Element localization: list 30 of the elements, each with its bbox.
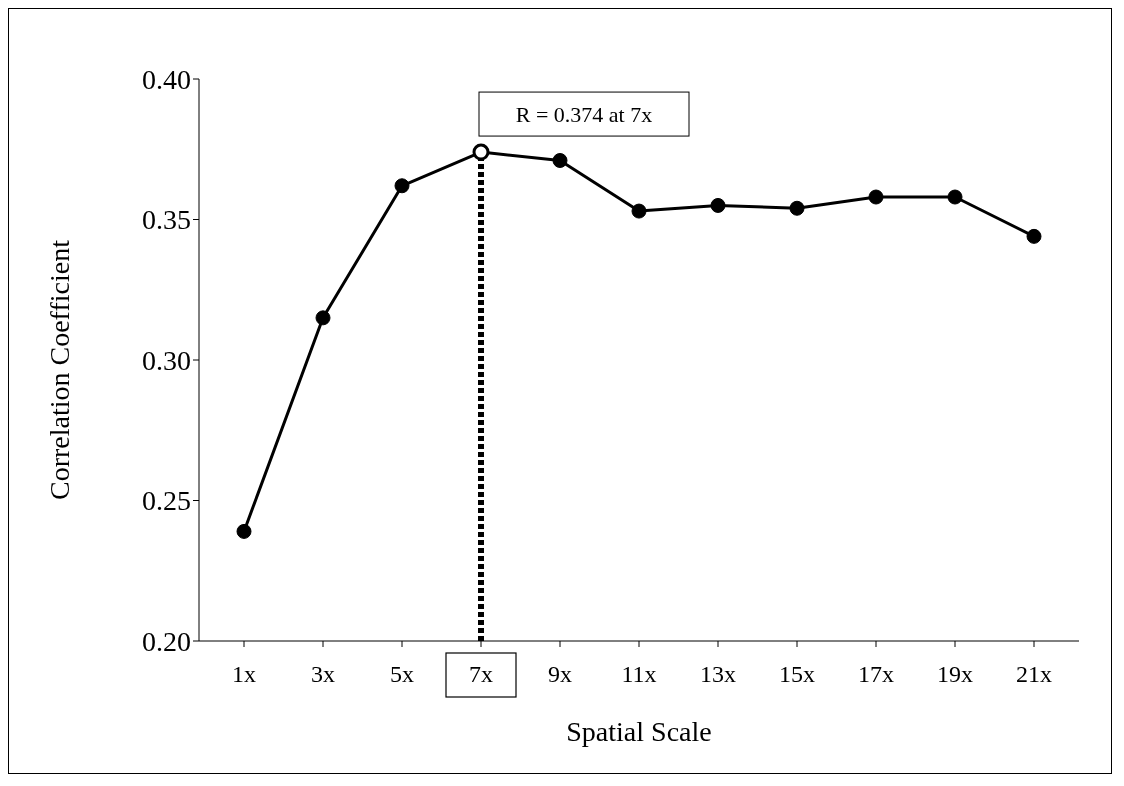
x-tick-label: 3x <box>311 661 335 687</box>
y-tick-label: 0.25 <box>142 485 191 517</box>
point <box>710 197 726 213</box>
point <box>552 152 568 168</box>
x-tick-label: 17x <box>858 661 894 687</box>
y-tick-label: 0.20 <box>142 625 191 657</box>
y-tick-label: 0.40 <box>142 63 191 95</box>
point <box>236 523 252 539</box>
point <box>947 189 963 205</box>
x-tick-label: 5x <box>390 661 414 687</box>
point <box>394 178 410 194</box>
point <box>315 310 331 326</box>
y-tick-label: 0.30 <box>142 344 191 376</box>
point <box>868 189 884 205</box>
y-axis-title: Correlation Coefficient <box>43 239 75 500</box>
x-axis-title: Spatial Scale <box>566 716 712 747</box>
x-tick-label: 21x <box>1016 661 1052 687</box>
annotation: R = 0.374 at 7x <box>515 102 653 128</box>
y-tick-label: 0.35 <box>142 204 191 236</box>
x-tick-label: 11x <box>621 661 657 687</box>
point <box>1026 228 1042 244</box>
point <box>472 143 490 161</box>
x-tick-label: 13x <box>700 661 736 687</box>
x-tick-label: 1x <box>232 661 256 687</box>
x-tick-label: 9x <box>548 661 572 687</box>
x-tick-label: 15x <box>779 661 815 687</box>
point <box>631 203 647 219</box>
point <box>789 200 805 216</box>
x-tick-label: 19x <box>937 661 973 687</box>
x-tick-label: 7x <box>469 661 493 687</box>
